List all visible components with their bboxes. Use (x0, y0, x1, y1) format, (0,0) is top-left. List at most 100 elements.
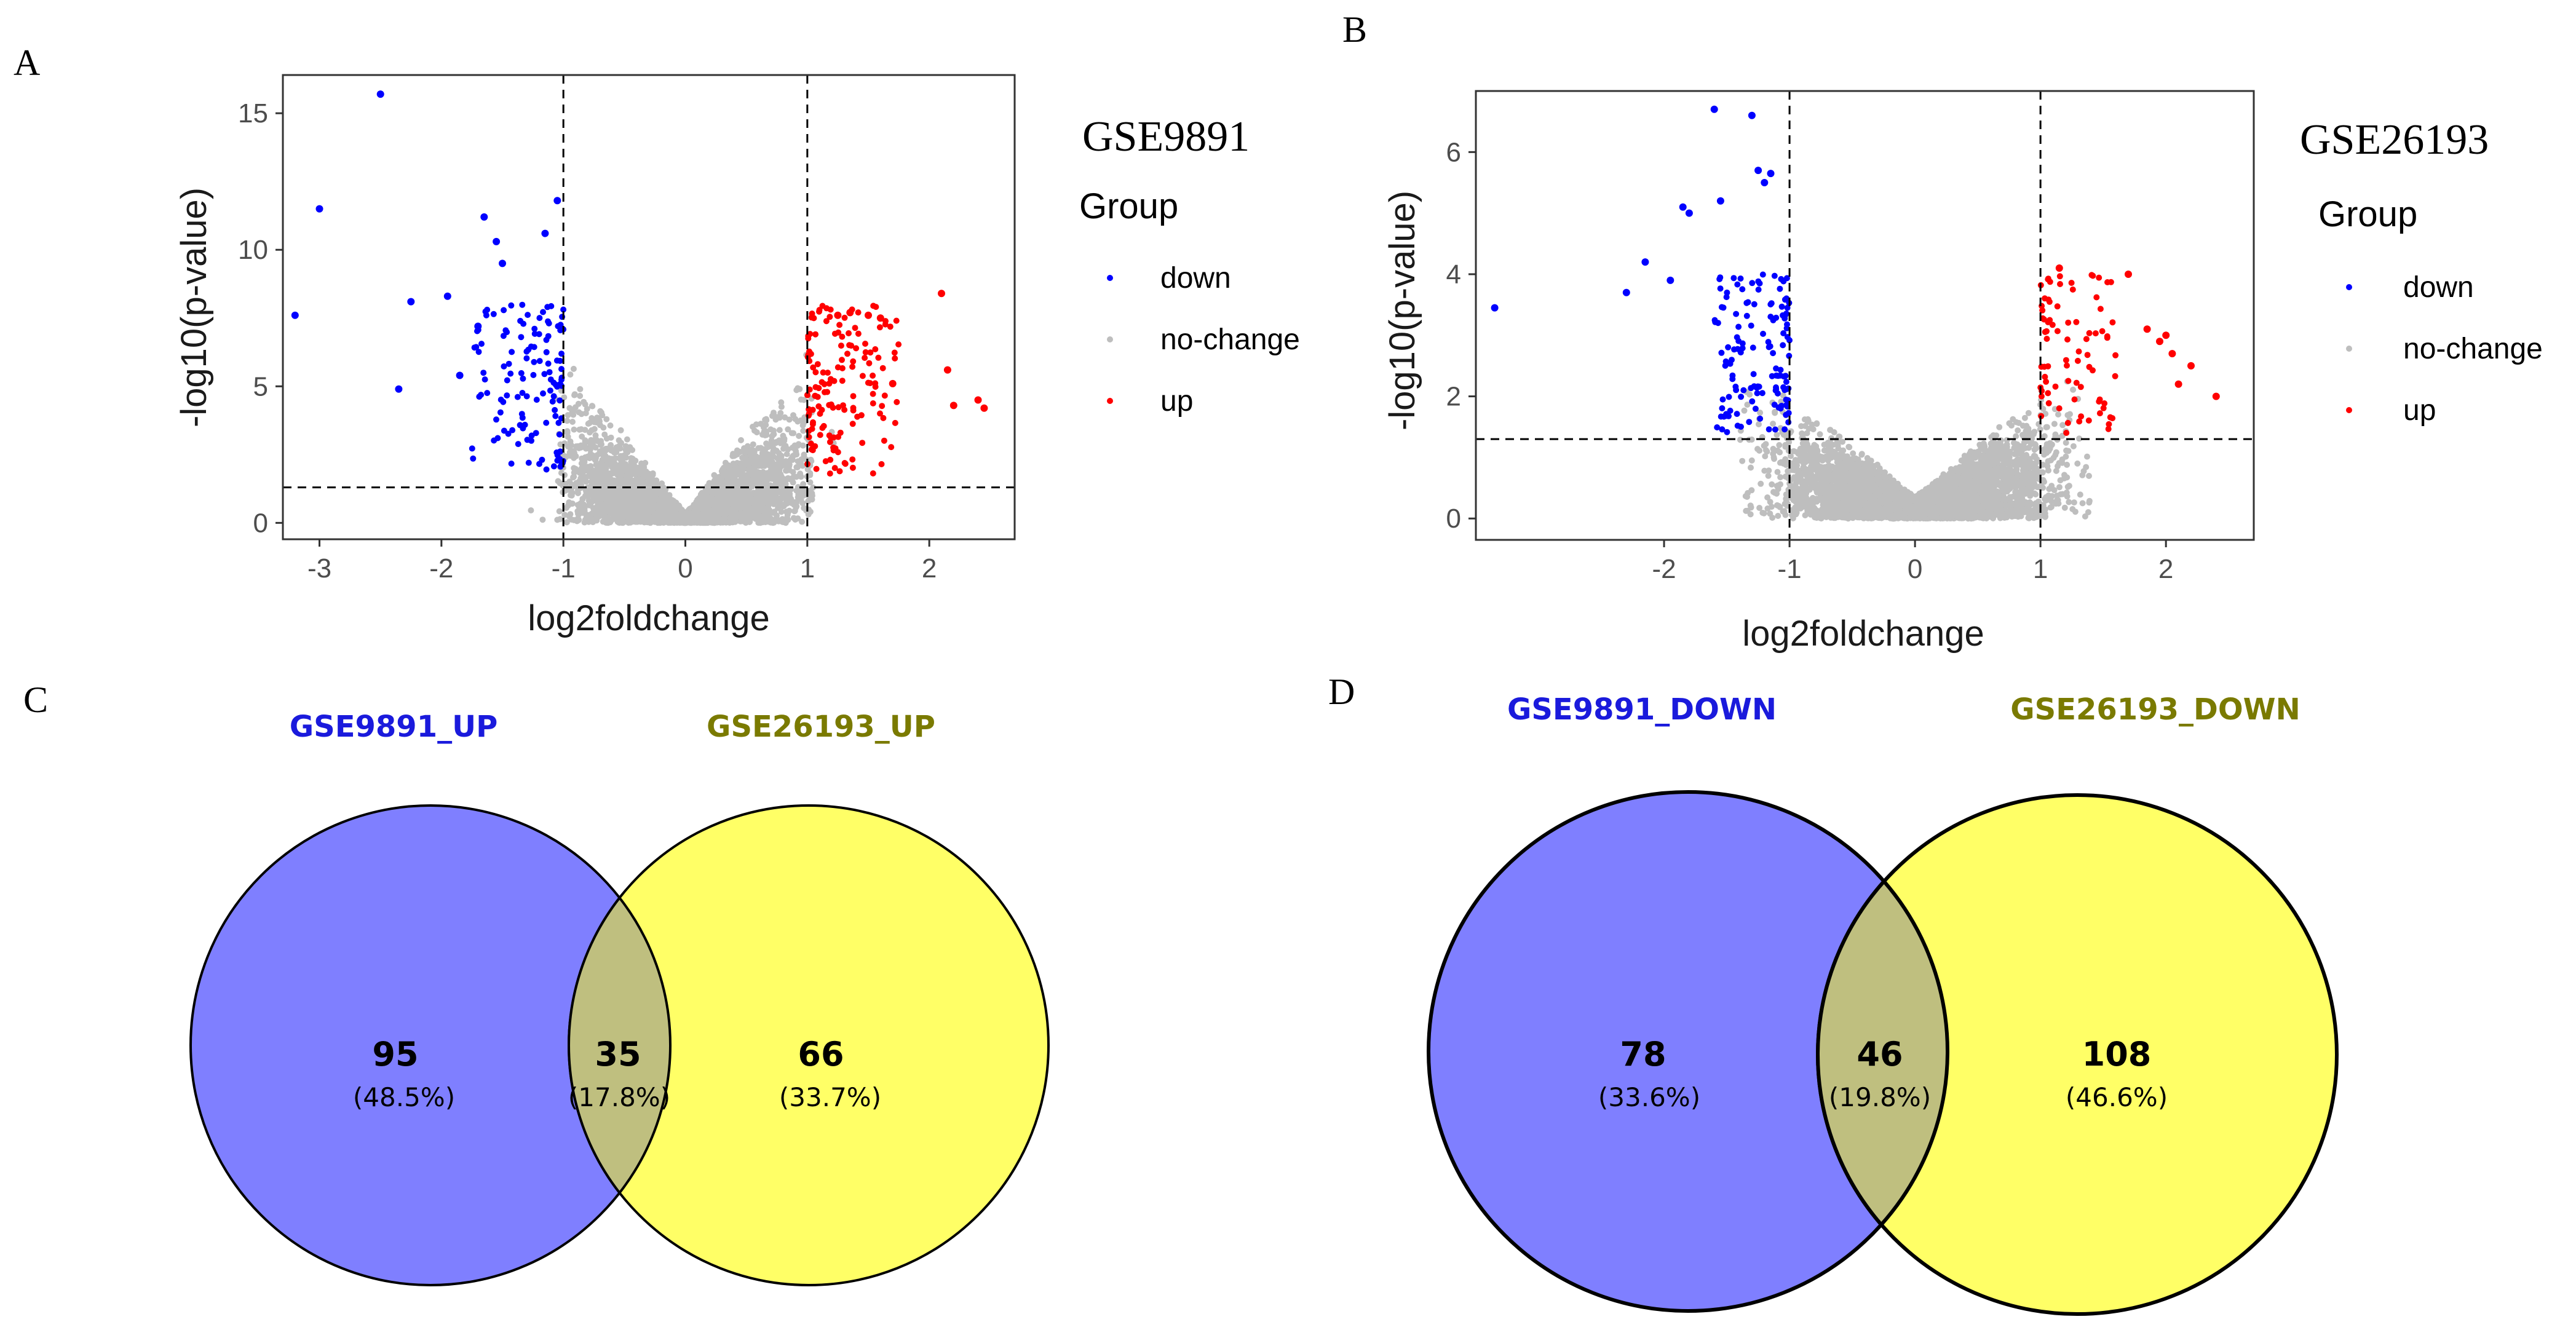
point-nochange (579, 464, 585, 471)
point-down (550, 463, 557, 470)
point-nochange (711, 507, 718, 513)
x-tick-label: -1 (552, 553, 576, 584)
point-nochange (776, 437, 783, 444)
point-down (525, 459, 532, 466)
point-down (502, 327, 509, 334)
point-nochange (800, 427, 807, 434)
point-down (543, 349, 550, 355)
point-down (480, 213, 488, 221)
point-nochange (568, 517, 575, 523)
point-up (876, 324, 883, 331)
point-nochange (629, 446, 636, 453)
point-up (850, 358, 857, 365)
point-nochange (750, 441, 756, 448)
point-down (474, 322, 482, 330)
point-nochange (789, 445, 796, 451)
point-up (943, 366, 951, 374)
point-up (839, 365, 846, 371)
point-down (493, 237, 501, 245)
point-nochange (588, 489, 595, 496)
point-nochange (577, 392, 584, 399)
panel-a-legend-label-nochange: no-change (1160, 323, 1300, 356)
point-nochange (624, 499, 631, 506)
point-up (839, 378, 846, 384)
point-nochange (751, 513, 757, 520)
x-tick-label: 0 (678, 553, 692, 584)
point-nochange (772, 517, 779, 523)
point-down (497, 397, 504, 403)
point-up (826, 438, 833, 445)
point-nochange (702, 504, 708, 511)
point-nochange (596, 422, 603, 429)
point-nochange (564, 428, 571, 435)
point-nochange (587, 500, 594, 507)
point-nochange (570, 448, 577, 455)
point-nochange (799, 442, 806, 449)
point-up (849, 456, 856, 463)
point-nochange (769, 433, 775, 440)
panel-a-letter: A (14, 42, 40, 83)
point-up (825, 370, 831, 376)
point-nochange (557, 516, 563, 523)
point-nochange (798, 396, 804, 403)
point-nochange (656, 489, 662, 496)
point-up (895, 341, 902, 348)
point-nochange (582, 410, 589, 416)
point-nochange (622, 443, 629, 449)
point-nochange (574, 443, 581, 449)
point-down (547, 387, 553, 394)
point-down (552, 406, 558, 413)
point-nochange (564, 418, 571, 424)
point-nochange (714, 477, 721, 484)
point-down (505, 430, 512, 437)
point-nochange (616, 443, 623, 449)
point-down (475, 349, 482, 355)
point-nochange (576, 409, 582, 416)
point-nochange (585, 421, 592, 427)
point-nochange (798, 459, 804, 466)
point-down (514, 394, 521, 400)
panel-a-legend-key-nochange (1107, 336, 1113, 342)
point-up (831, 378, 838, 384)
point-up (949, 402, 957, 410)
point-nochange (732, 502, 739, 509)
point-nochange (760, 424, 767, 430)
point-down (494, 435, 501, 441)
panel-a-legend: Group down no-change up (1079, 186, 1300, 418)
point-nochange (670, 505, 676, 512)
point-nochange (790, 453, 797, 459)
point-down (521, 421, 528, 428)
point-nochange (765, 444, 772, 450)
point-down (545, 360, 552, 367)
point-down (556, 431, 563, 438)
point-nochange (638, 504, 644, 510)
y-tick-label: 15 (238, 98, 268, 129)
y-tick-label: 0 (253, 508, 268, 538)
point-nochange (594, 414, 600, 421)
point-nochange (758, 445, 764, 451)
point-up (853, 345, 860, 352)
point-nochange (759, 431, 766, 438)
point-nochange (664, 504, 671, 511)
point-up (882, 321, 889, 328)
point-up (807, 440, 814, 447)
point-nochange (778, 399, 785, 406)
point-down (557, 357, 563, 364)
point-nochange (793, 473, 800, 480)
point-nochange (601, 446, 608, 453)
point-nochange (567, 511, 574, 518)
point-up (852, 325, 858, 331)
point-up (867, 349, 874, 356)
point-nochange (644, 507, 651, 514)
point-down (554, 457, 561, 464)
point-up (823, 318, 830, 325)
point-down (525, 312, 531, 319)
panel-a-legend-label-up: up (1160, 385, 1193, 418)
point-nochange (620, 505, 627, 512)
point-nochange (737, 518, 744, 525)
point-nochange (689, 510, 696, 517)
point-up (809, 406, 816, 413)
point-nochange (567, 371, 574, 378)
